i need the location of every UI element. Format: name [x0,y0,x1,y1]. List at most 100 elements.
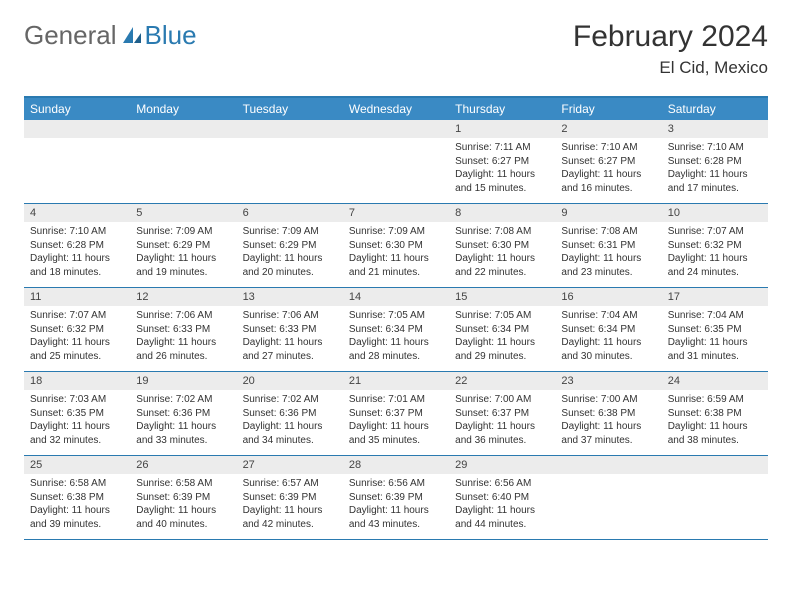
daylight-text: Daylight: 11 hours [668,420,762,434]
day-cell: Sunrise: 7:04 AMSunset: 6:34 PMDaylight:… [555,306,661,371]
sunrise-text: Sunrise: 7:03 AM [30,393,124,407]
sunset-text: Sunset: 6:31 PM [561,239,655,253]
day-number-row: 2526272829 [24,456,768,474]
daylight-text-2: and 24 minutes. [668,266,762,280]
sunset-text: Sunset: 6:38 PM [561,407,655,421]
sunset-text: Sunset: 6:29 PM [136,239,230,253]
day-header-sun: Sunday [24,98,130,120]
day-number-row: 18192021222324 [24,372,768,390]
daylight-text-2: and 21 minutes. [349,266,443,280]
day-body-row: Sunrise: 7:10 AMSunset: 6:28 PMDaylight:… [24,222,768,287]
day-cell: Sunrise: 6:58 AMSunset: 6:39 PMDaylight:… [130,474,236,539]
day-header-fri: Friday [555,98,661,120]
day-number [555,456,661,474]
day-number-row: 11121314151617 [24,288,768,306]
sunset-text: Sunset: 6:34 PM [349,323,443,337]
sunset-text: Sunset: 6:33 PM [136,323,230,337]
sunset-text: Sunset: 6:37 PM [349,407,443,421]
day-cell [237,138,343,203]
day-cell: Sunrise: 7:00 AMSunset: 6:38 PMDaylight:… [555,390,661,455]
sunrise-text: Sunrise: 7:11 AM [455,141,549,155]
daylight-text-2: and 23 minutes. [561,266,655,280]
sunset-text: Sunset: 6:32 PM [668,239,762,253]
day-number: 21 [343,372,449,390]
sunrise-text: Sunrise: 7:09 AM [349,225,443,239]
sunrise-text: Sunrise: 7:04 AM [561,309,655,323]
day-cell: Sunrise: 7:07 AMSunset: 6:32 PMDaylight:… [24,306,130,371]
daylight-text-2: and 30 minutes. [561,350,655,364]
week: 11121314151617Sunrise: 7:07 AMSunset: 6:… [24,288,768,372]
sunrise-text: Sunrise: 7:10 AM [668,141,762,155]
daylight-text: Daylight: 11 hours [668,252,762,266]
daylight-text-2: and 36 minutes. [455,434,549,448]
sunset-text: Sunset: 6:32 PM [30,323,124,337]
daylight-text-2: and 39 minutes. [30,518,124,532]
daylight-text-2: and 19 minutes. [136,266,230,280]
calendar: Sunday Monday Tuesday Wednesday Thursday… [24,96,768,540]
daylight-text-2: and 29 minutes. [455,350,549,364]
header: General Blue February 2024 El Cid, Mexic… [24,20,768,78]
sunrise-text: Sunrise: 7:09 AM [136,225,230,239]
day-number: 16 [555,288,661,306]
daylight-text: Daylight: 11 hours [30,420,124,434]
day-number: 17 [662,288,768,306]
day-cell: Sunrise: 7:08 AMSunset: 6:31 PMDaylight:… [555,222,661,287]
sunrise-text: Sunrise: 7:05 AM [455,309,549,323]
daylight-text: Daylight: 11 hours [30,336,124,350]
daylight-text: Daylight: 11 hours [136,420,230,434]
sunset-text: Sunset: 6:38 PM [30,491,124,505]
sunrise-text: Sunrise: 6:58 AM [30,477,124,491]
sunset-text: Sunset: 6:38 PM [668,407,762,421]
day-number: 13 [237,288,343,306]
day-headers: Sunday Monday Tuesday Wednesday Thursday… [24,98,768,120]
daylight-text: Daylight: 11 hours [349,420,443,434]
daylight-text: Daylight: 11 hours [136,504,230,518]
day-number: 7 [343,204,449,222]
day-cell: Sunrise: 6:58 AMSunset: 6:38 PMDaylight:… [24,474,130,539]
daylight-text: Daylight: 11 hours [349,504,443,518]
day-number: 10 [662,204,768,222]
daylight-text-2: and 25 minutes. [30,350,124,364]
day-number: 26 [130,456,236,474]
day-body-row: Sunrise: 7:07 AMSunset: 6:32 PMDaylight:… [24,306,768,371]
daylight-text: Daylight: 11 hours [30,504,124,518]
sunrise-text: Sunrise: 7:04 AM [668,309,762,323]
week: 123Sunrise: 7:11 AMSunset: 6:27 PMDaylig… [24,120,768,204]
sunrise-text: Sunrise: 7:08 AM [561,225,655,239]
daylight-text-2: and 38 minutes. [668,434,762,448]
week: 45678910Sunrise: 7:10 AMSunset: 6:28 PMD… [24,204,768,288]
day-cell: Sunrise: 7:10 AMSunset: 6:27 PMDaylight:… [555,138,661,203]
day-number: 3 [662,120,768,138]
day-number-row: 45678910 [24,204,768,222]
day-number: 8 [449,204,555,222]
sunset-text: Sunset: 6:39 PM [243,491,337,505]
sunrise-text: Sunrise: 7:07 AM [30,309,124,323]
sunset-text: Sunset: 6:29 PM [243,239,337,253]
sunset-text: Sunset: 6:40 PM [455,491,549,505]
location: El Cid, Mexico [573,58,768,78]
day-number: 11 [24,288,130,306]
daylight-text-2: and 20 minutes. [243,266,337,280]
day-cell: Sunrise: 7:07 AMSunset: 6:32 PMDaylight:… [662,222,768,287]
day-header-wed: Wednesday [343,98,449,120]
daylight-text: Daylight: 11 hours [455,252,549,266]
day-number: 6 [237,204,343,222]
sunset-text: Sunset: 6:36 PM [243,407,337,421]
sunset-text: Sunset: 6:35 PM [30,407,124,421]
daylight-text-2: and 16 minutes. [561,182,655,196]
day-cell: Sunrise: 7:06 AMSunset: 6:33 PMDaylight:… [130,306,236,371]
sunset-text: Sunset: 6:35 PM [668,323,762,337]
week: 18192021222324Sunrise: 7:03 AMSunset: 6:… [24,372,768,456]
day-cell [130,138,236,203]
daylight-text-2: and 18 minutes. [30,266,124,280]
day-number: 28 [343,456,449,474]
day-cell [555,474,661,539]
day-number: 29 [449,456,555,474]
daylight-text: Daylight: 11 hours [668,336,762,350]
sunrise-text: Sunrise: 7:07 AM [668,225,762,239]
daylight-text: Daylight: 11 hours [455,168,549,182]
day-cell: Sunrise: 7:10 AMSunset: 6:28 PMDaylight:… [24,222,130,287]
day-number: 9 [555,204,661,222]
daylight-text-2: and 26 minutes. [136,350,230,364]
title-block: February 2024 El Cid, Mexico [573,20,768,78]
